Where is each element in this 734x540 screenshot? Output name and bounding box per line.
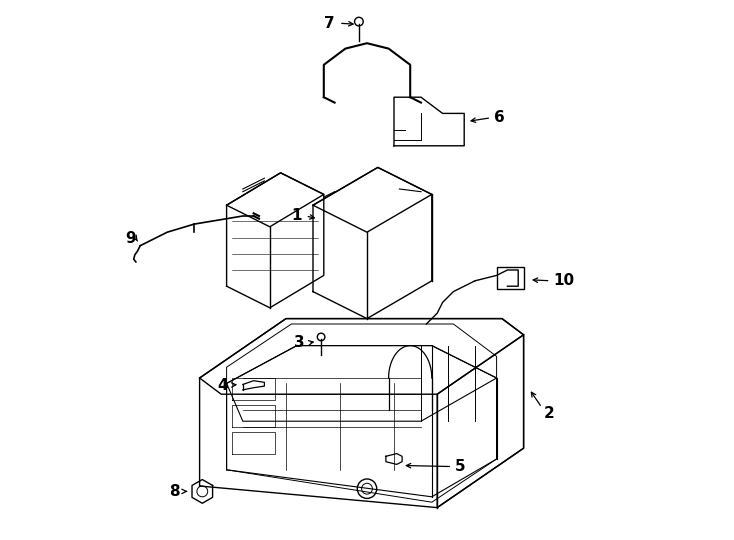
Text: 5: 5 xyxy=(455,459,465,474)
Text: 2: 2 xyxy=(544,406,555,421)
Text: 3: 3 xyxy=(294,335,305,350)
Text: 7: 7 xyxy=(324,16,335,31)
Text: 4: 4 xyxy=(217,377,228,393)
Text: 9: 9 xyxy=(126,231,136,246)
Text: 1: 1 xyxy=(291,208,302,224)
Bar xyxy=(497,267,523,289)
Text: 10: 10 xyxy=(553,273,575,288)
Text: 6: 6 xyxy=(494,110,505,125)
Text: 8: 8 xyxy=(169,484,180,499)
